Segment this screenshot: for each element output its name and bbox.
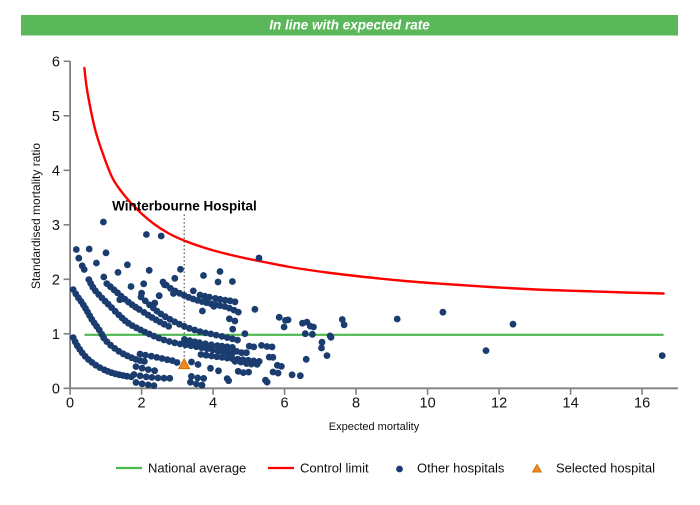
svg-text:14: 14 (563, 396, 579, 412)
svg-text:12: 12 (491, 396, 507, 412)
svg-text:4: 4 (209, 396, 217, 412)
svg-text:4: 4 (52, 163, 60, 179)
svg-text:In line with expected rate: In line with expected rate (269, 18, 430, 33)
svg-text:0: 0 (66, 396, 74, 412)
svg-text:8: 8 (352, 396, 360, 412)
svg-text:3: 3 (52, 218, 60, 234)
svg-text:Other hospitals: Other hospitals (417, 461, 505, 476)
svg-text:10: 10 (420, 396, 436, 412)
svg-text:5: 5 (52, 109, 60, 125)
svg-text:Control limit: Control limit (300, 461, 369, 476)
svg-text:2: 2 (138, 396, 146, 412)
svg-text:6: 6 (281, 396, 289, 412)
svg-text:Winterbourne Hospital: Winterbourne Hospital (112, 199, 257, 214)
svg-text:6: 6 (52, 54, 60, 70)
svg-text:2: 2 (52, 272, 60, 288)
svg-text:Selected hospital: Selected hospital (556, 461, 655, 476)
svg-text:National average: National average (148, 461, 246, 476)
svg-text:0: 0 (52, 381, 60, 397)
svg-text:Standardised mortality ratio: Standardised mortality ratio (29, 143, 43, 289)
svg-text:1: 1 (52, 327, 60, 343)
svg-text:Expected mortality: Expected mortality (329, 421, 420, 433)
svg-text:16: 16 (634, 396, 650, 412)
